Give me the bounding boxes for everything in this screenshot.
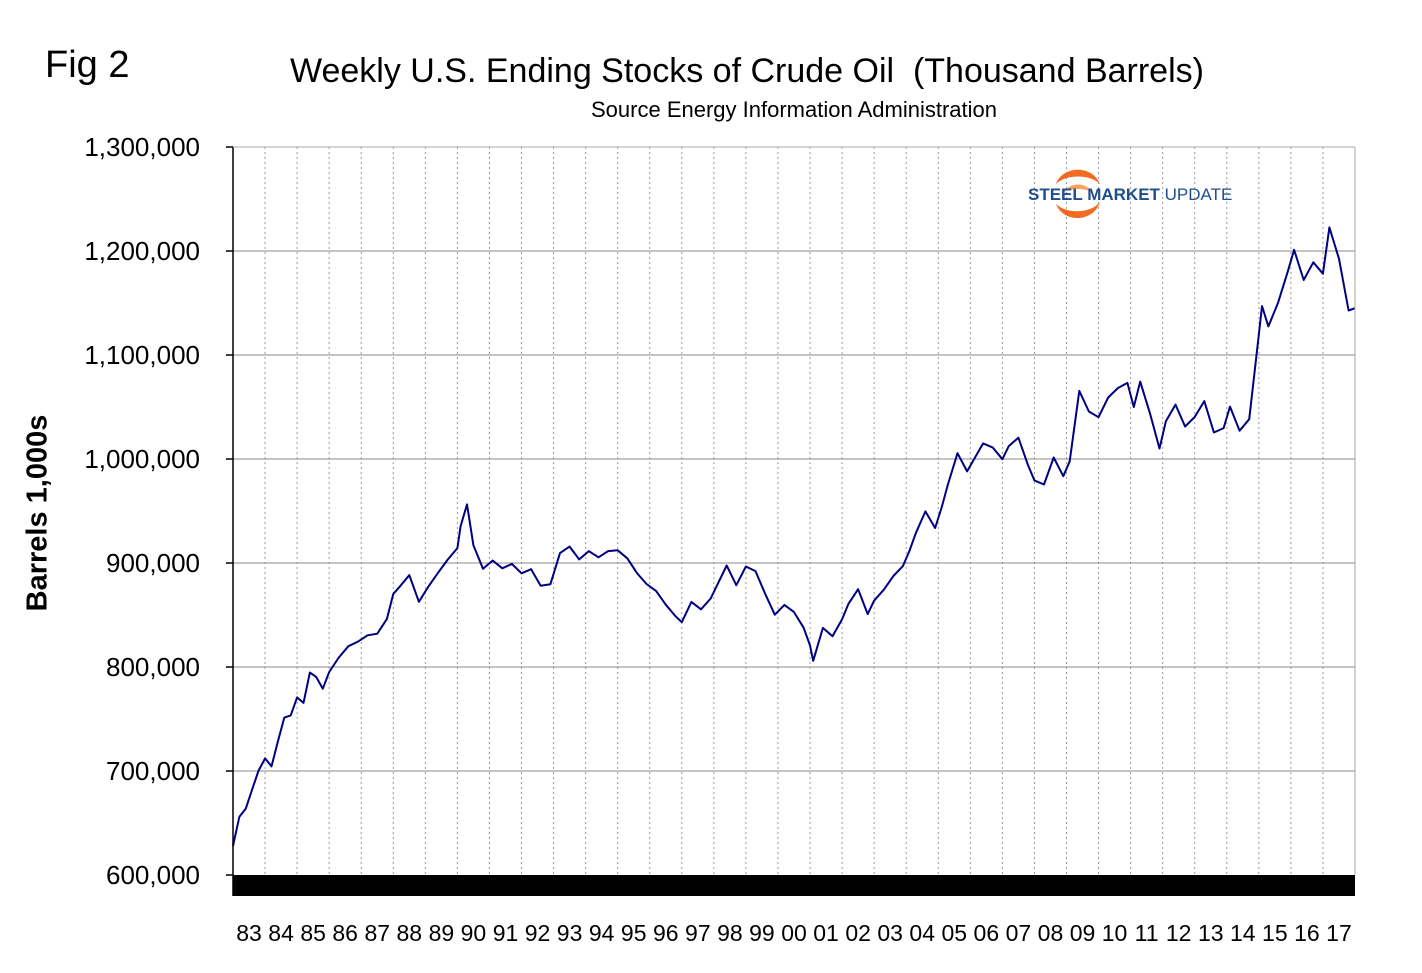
x-tick-label: 86 — [332, 920, 358, 946]
x-tick-label: 94 — [589, 920, 615, 946]
x-axis-ticks: 83 84 85 86 87 88 89 90 91 92 93 94 95 96 97 98 99 00 01 02… — [236, 920, 1352, 946]
x-axis-band — [233, 875, 1355, 896]
chart-subtitle: Source Energy Information Administration — [591, 97, 997, 122]
x-tick-label: 90 — [461, 920, 487, 946]
x-tick-label: 93 — [557, 920, 583, 946]
x-tick-label: 95 — [621, 920, 647, 946]
x-axis-band-bar — [233, 875, 1355, 896]
y-tick-label: 800,000 — [106, 652, 200, 682]
x-tick-label: 13 — [1198, 920, 1224, 946]
x-tick-label: 97 — [685, 920, 711, 946]
y-tick-label: 1,000,000 — [84, 444, 200, 474]
x-tick-label: 08 — [1038, 920, 1064, 946]
logo-text: STEEL MARKET UPDATE — [1028, 185, 1232, 205]
x-tick-label: 03 — [877, 920, 903, 946]
x-tick-label: 02 — [845, 920, 871, 946]
plot-frame — [232, 146, 1356, 896]
x-tick-label: 09 — [1070, 920, 1096, 946]
x-tick-label: 14 — [1230, 920, 1256, 946]
logo-text-light: UPDATE — [1164, 185, 1233, 204]
x-tick-label: 15 — [1262, 920, 1288, 946]
series-lines — [232, 226, 1356, 847]
chart-title: Weekly U.S. Ending Stocks of Crude Oil (… — [290, 52, 1204, 90]
x-tick-label: 96 — [653, 920, 679, 946]
x-tick-label: 83 — [236, 920, 262, 946]
x-tick-label: 00 — [781, 920, 807, 946]
x-tick-label: 89 — [429, 920, 455, 946]
x-tick-label: 91 — [493, 920, 519, 946]
y-tick-label: 900,000 — [106, 548, 200, 578]
y-tick-label: 1,100,000 — [84, 340, 200, 370]
x-tick-label: 92 — [525, 920, 551, 946]
y-tick-label: 1,200,000 — [84, 236, 200, 266]
y-tick-label: 700,000 — [106, 756, 200, 786]
x-tick-label: 99 — [749, 920, 775, 946]
x-tick-label: 12 — [1166, 920, 1192, 946]
x-tick-label: 87 — [364, 920, 390, 946]
x-tick-label: 04 — [909, 920, 935, 946]
x-tick-label: 85 — [300, 920, 326, 946]
figure-label: Fig 2 — [45, 44, 130, 86]
x-tick-label: 05 — [941, 920, 967, 946]
x-tick-label: 17 — [1326, 920, 1352, 946]
grid-lines — [233, 146, 1355, 875]
steel-market-update-logo: STEEL MARKET UPDATE — [1028, 162, 1288, 226]
y-tick-label: 1,300,000 — [84, 132, 200, 162]
x-tick-label: 10 — [1102, 920, 1128, 946]
x-tick-label: 88 — [397, 920, 423, 946]
x-tick-label: 84 — [268, 920, 294, 946]
x-tick-label: 07 — [1006, 920, 1032, 946]
x-tick-label: 06 — [974, 920, 1000, 946]
logo-swoosh-icon — [1056, 169, 1100, 219]
x-tick-label: 16 — [1294, 920, 1320, 946]
x-tick-label: 98 — [717, 920, 743, 946]
logo-text-bold: STEEL MARKET — [1028, 185, 1160, 204]
series-line-crude-stocks — [232, 226, 1356, 847]
x-tick-label: 01 — [813, 920, 839, 946]
x-tick-label: 11 — [1135, 920, 1159, 946]
y-axis-ticks: 600,000 700,000 800,000 900,000 1,000,000 1,1… — [84, 132, 233, 890]
y-tick-label: 600,000 — [106, 860, 200, 890]
